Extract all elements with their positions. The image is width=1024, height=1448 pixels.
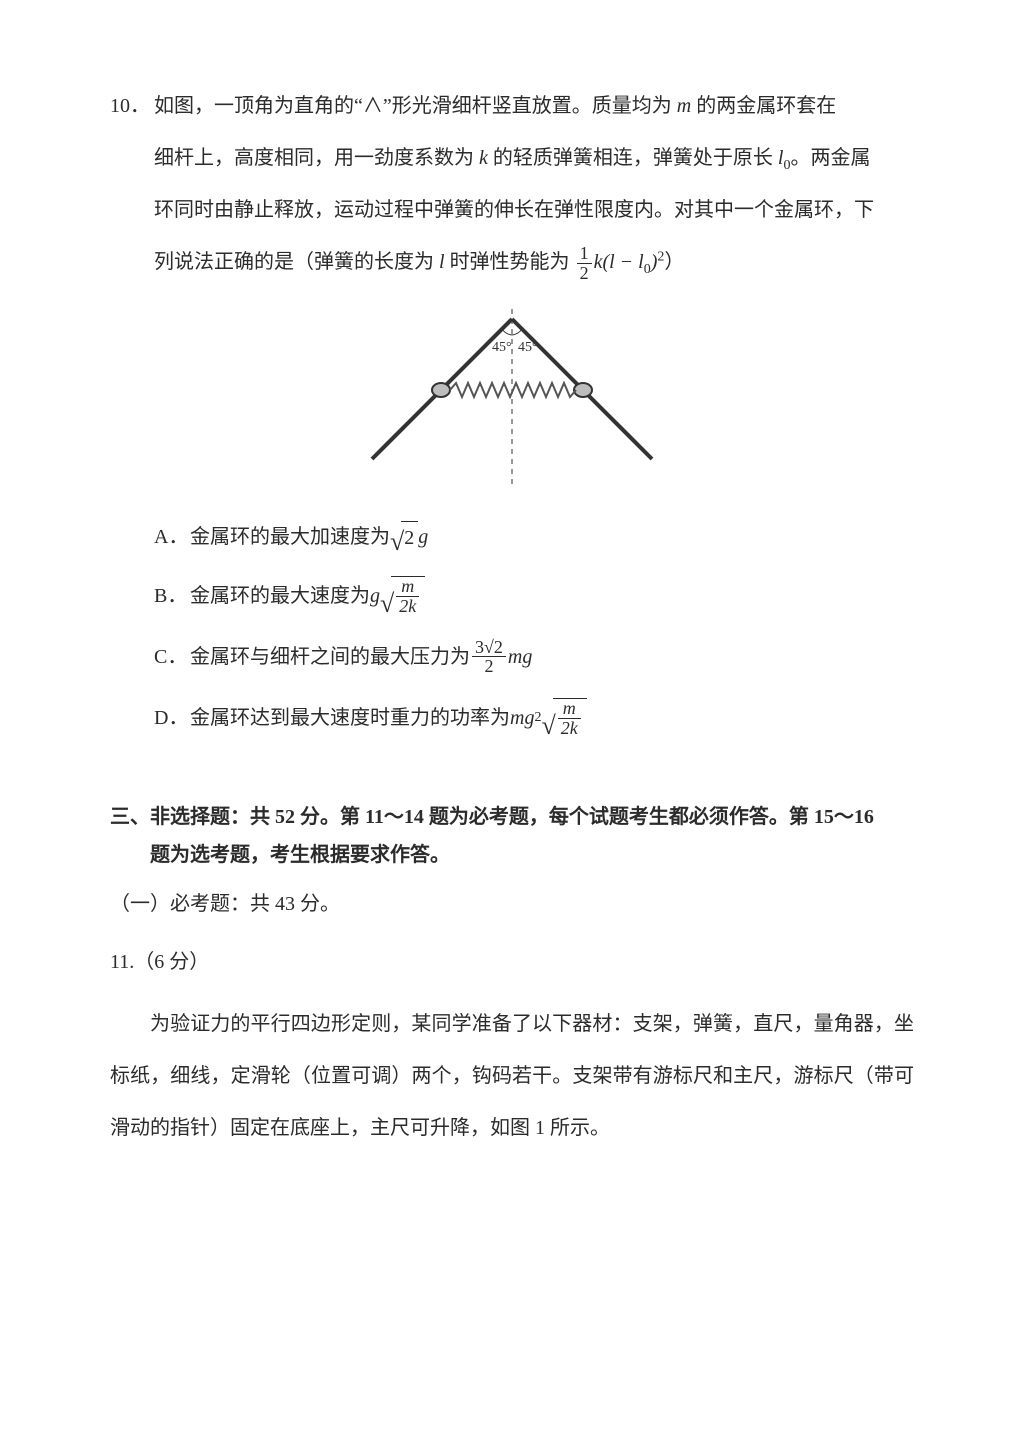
option-c-frac: 3√2 2 — [472, 638, 506, 677]
option-d: D． 金属环达到最大速度时重力的功率为 mg2 √ m 2k — [154, 698, 914, 738]
radical-icon: √ — [541, 713, 555, 739]
section-3-sub: （一）必考题：共 43 分。 — [110, 882, 914, 926]
option-d-sqrt: √ m 2k — [541, 698, 586, 738]
spring — [450, 383, 576, 397]
q10-options: A． 金属环的最大加速度为 √ 2 g B． 金属环的最大速度为 g √ m 2… — [110, 521, 914, 738]
left-ring — [432, 383, 450, 397]
rod-spring-diagram: 45° 45° — [332, 299, 692, 499]
option-d-label: D． — [154, 702, 190, 734]
option-b-sqrt: √ m 2k — [380, 576, 425, 616]
q10-line2a: 细杆上，高度相同，用一劲度系数为 — [154, 147, 479, 169]
option-a-text: 金属环的最大加速度为 — [190, 521, 390, 553]
pe-paren: (l − l — [602, 251, 643, 273]
q10-line1a: 如图，一顶角为直角的“∧”形光滑细杆竖直放置。质量均为 — [154, 95, 677, 117]
option-a-sqrt: √ 2 — [390, 521, 418, 554]
q10-line4b: 时弹性势能为 — [445, 251, 575, 273]
option-b: B． 金属环的最大速度为 g √ m 2k — [154, 576, 914, 616]
q10-stem: 10．如图，一顶角为直角的“∧”形光滑细杆竖直放置。质量均为 m 的两金属环套在… — [110, 80, 914, 289]
option-c: C． 金属环与细杆之间的最大压力为 3√2 2 mg — [154, 638, 914, 677]
radical-icon: √ — [380, 591, 394, 617]
right-ring — [574, 383, 592, 397]
option-a: A． 金属环的最大加速度为 √ 2 g — [154, 521, 914, 554]
option-b-label: B． — [154, 580, 190, 612]
option-a-label: A． — [154, 521, 190, 553]
q10-figure: 45° 45° — [110, 299, 914, 499]
section-3-heading-b: 题为选考题，考生根据要求作答。 — [150, 844, 450, 866]
q10-line3: 环同时由静止释放，运动过程中弹簧的伸长在弹性限度内。对其中一个金属环，下 — [154, 199, 874, 221]
option-b-text: 金属环的最大速度为 — [190, 580, 370, 612]
option-d-mg: mg — [510, 702, 534, 734]
q10-line4a: 列说法正确的是（弹簧的长度为 — [154, 251, 439, 273]
q10-line2c: 。两金属 — [790, 147, 870, 169]
q11-number: 11.（6 分） — [110, 936, 914, 988]
q10-line2b: 的轻质弹簧相连，弹簧处于原长 — [488, 147, 778, 169]
option-b-frac: m 2k — [396, 577, 419, 616]
option-a-g: g — [418, 521, 428, 553]
section-3-heading: 三、非选择题：共 52 分。第 11～14 题为必考题，每个试题考生都必须作答。… — [110, 798, 914, 874]
radical-icon: √ — [390, 529, 404, 555]
option-c-text: 金属环与细杆之间的最大压力为 — [190, 641, 470, 673]
q10-line4c: ） — [664, 251, 684, 273]
angle-right-label: 45° — [518, 340, 538, 355]
var-k: k — [479, 147, 488, 169]
pe-frac: 12 — [577, 244, 592, 283]
option-d-sq: 2 — [534, 707, 541, 729]
q10-number: 10． — [110, 80, 154, 132]
option-c-label: C． — [154, 641, 190, 673]
pe-sub0: 0 — [644, 262, 651, 277]
q11-body: 为验证力的平行四边形定则，某同学准备了以下器材：支架，弹簧，直尺，量角器，坐标纸… — [110, 998, 914, 1154]
option-d-frac: m 2k — [558, 699, 581, 738]
var-m: m — [677, 95, 691, 117]
option-d-text: 金属环达到最大速度时重力的功率为 — [190, 702, 510, 734]
option-b-g: g — [370, 580, 380, 612]
option-c-mg: mg — [508, 641, 532, 673]
exam-page: 10．如图，一顶角为直角的“∧”形光滑细杆竖直放置。质量均为 m 的两金属环套在… — [0, 0, 1024, 1448]
section-3-heading-a: 三、非选择题：共 52 分。第 11～14 题为必考题，每个试题考生都必须作答。… — [110, 806, 874, 828]
angle-left-label: 45° — [492, 340, 512, 355]
q10-line1b: 的两金属环套在 — [691, 95, 836, 117]
